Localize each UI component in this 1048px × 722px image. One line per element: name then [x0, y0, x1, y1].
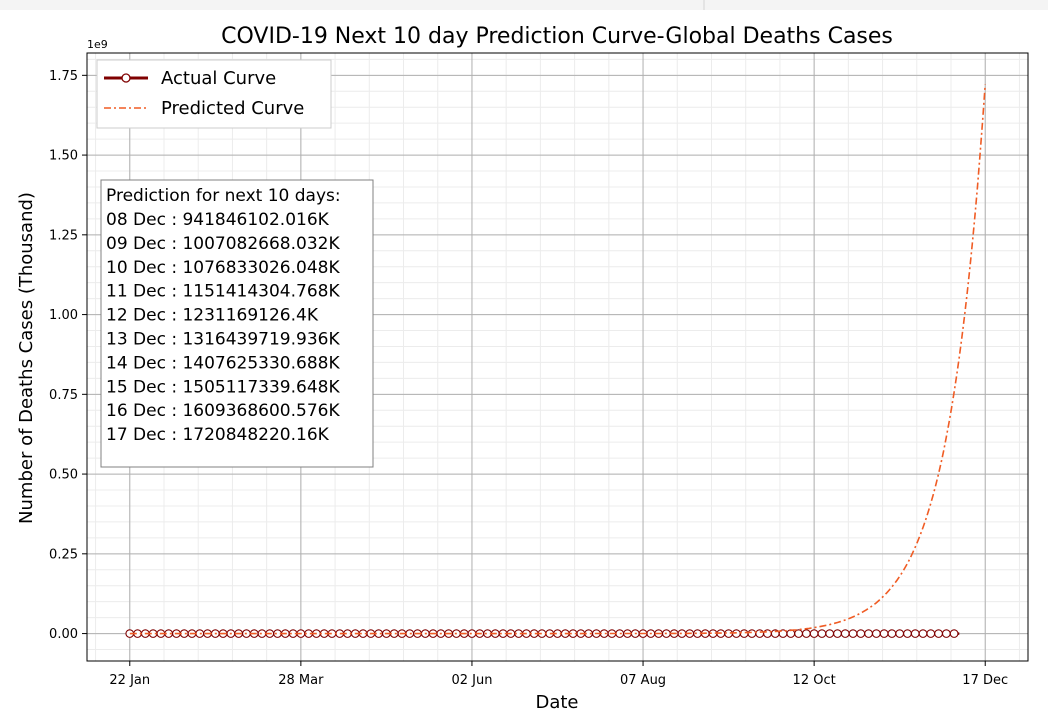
- actual-curve-marker: [840, 629, 850, 638]
- actual-curve-marker: [257, 629, 267, 638]
- actual-curve-marker: [615, 629, 625, 638]
- actual-curve-marker: [809, 629, 819, 638]
- x-tick-label: 28 Mar: [278, 673, 324, 688]
- annotation-line: 15 Dec : 1505117339.648K: [106, 377, 340, 397]
- actual-curve-marker: [747, 629, 757, 638]
- annotation-line: 11 Dec : 1151414304.768K: [106, 282, 340, 302]
- actual-curve-marker: [825, 629, 835, 638]
- actual-curve-marker: [864, 629, 873, 638]
- actual-curve-marker: [405, 629, 415, 638]
- actual-curve-marker: [872, 629, 881, 638]
- y-tick-label: 1.50: [49, 149, 78, 164]
- legend-box: [96, 59, 332, 129]
- actual-curve-marker: [833, 629, 842, 638]
- actual-curve-marker: [895, 629, 905, 638]
- annotation-line: 12 Dec : 1231169126.4K: [106, 306, 319, 326]
- y-tick-label: 1.25: [49, 228, 78, 243]
- x-tick-labels: 22 Jan 28 Mar 02 Jun 07 Aug 12 Oct 17 Dec: [109, 673, 1008, 688]
- actual-curve-marker: [794, 629, 803, 638]
- actual-curve-marker: [887, 629, 897, 638]
- annotation-line: 09 Dec : 1007082668.032K: [106, 234, 340, 254]
- annotation-heading: Prediction for next 10 days:: [106, 186, 341, 206]
- x-tick-label: 07 Aug: [620, 673, 666, 688]
- annotation-line: 13 Dec : 1316439719.936K: [106, 330, 340, 350]
- annotation-line: 16 Dec : 1609368600.576K: [106, 401, 340, 421]
- actual-curve-marker: [677, 629, 687, 638]
- chart-title: COVID-19 Next 10 day Prediction Curve-Gl…: [221, 24, 893, 49]
- annotation-line: 17 Dec : 1720848220.16K: [106, 425, 330, 445]
- actual-curve-marker: [856, 629, 866, 638]
- y-tick-label: 0.25: [49, 547, 78, 562]
- y-tick-label: 0.50: [49, 468, 78, 483]
- x-axis-label: Date: [535, 692, 578, 713]
- legend-actual-label: Actual Curve: [161, 68, 276, 89]
- annotation-line: 08 Dec : 941846102.016K: [106, 210, 330, 230]
- y-tick-labels: 0.00 0.25 0.50 0.75 1.00 1.25 1.50 1.75: [49, 69, 78, 642]
- actual-curve-marker: [934, 629, 943, 638]
- annotation-line: 14 Dec : 1407625330.688K: [106, 353, 340, 373]
- y-axis-label: Number of Deaths Cases (Thousand): [16, 192, 37, 524]
- actual-curve-marker: [926, 629, 936, 638]
- actual-curve-marker: [739, 629, 749, 638]
- series-layer: [125, 84, 986, 638]
- legend: Actual Curve Predicted Curve: [96, 59, 332, 129]
- x-tick-label: 02 Jun: [451, 673, 492, 688]
- ticks-layer: [82, 74, 986, 666]
- actual-curve-marker: [941, 629, 951, 638]
- window-top-strip: [0, 0, 1048, 10]
- actual-curve-marker: [817, 629, 827, 638]
- actual-curve-marker: [903, 629, 912, 638]
- y-tick-label: 1.00: [49, 308, 78, 323]
- legend-predicted-label: Predicted Curve: [161, 98, 304, 119]
- window-top-divider: [703, 0, 705, 10]
- actual-curve-marker: [755, 629, 765, 638]
- actual-curve-marker: [949, 629, 959, 638]
- x-tick-label: 17 Dec: [962, 673, 1008, 688]
- actual-curve-marker: [918, 629, 928, 638]
- annotation-line: 10 Dec : 1076833026.048K: [106, 258, 340, 278]
- annotation-box: [100, 179, 374, 468]
- actual-curve-marker: [467, 629, 477, 638]
- x-tick-label: 12 Oct: [793, 673, 836, 688]
- legend-actual-marker: [121, 73, 131, 83]
- y-tick-label: 1.75: [49, 69, 78, 84]
- y-tick-label: 0.75: [49, 388, 78, 403]
- y-scale-label: 1e9: [87, 38, 108, 51]
- actual-curve-marker: [195, 629, 205, 638]
- x-tick-label: 22 Jan: [109, 673, 150, 688]
- major-grid: [87, 53, 1028, 661]
- actual-curve-marker: [910, 629, 920, 638]
- y-tick-label: 0.00: [49, 627, 78, 642]
- actual-curve-marker: [879, 629, 889, 638]
- actual-curve-marker: [802, 629, 811, 638]
- actual-curve-marker: [848, 629, 858, 638]
- prediction-annotation: Prediction for next 10 days: 08 Dec : 94…: [100, 179, 374, 468]
- plot-frame: [86, 52, 1029, 662]
